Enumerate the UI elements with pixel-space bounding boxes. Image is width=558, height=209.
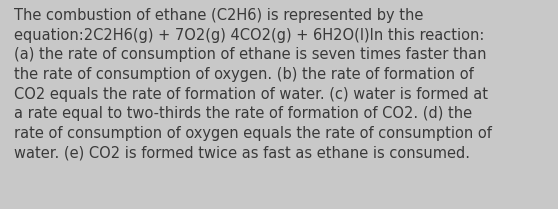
Text: The combustion of ethane (C2H6) is represented by the
equation:2C2H6(g) + 7O2(g): The combustion of ethane (C2H6) is repre… [14,8,492,160]
